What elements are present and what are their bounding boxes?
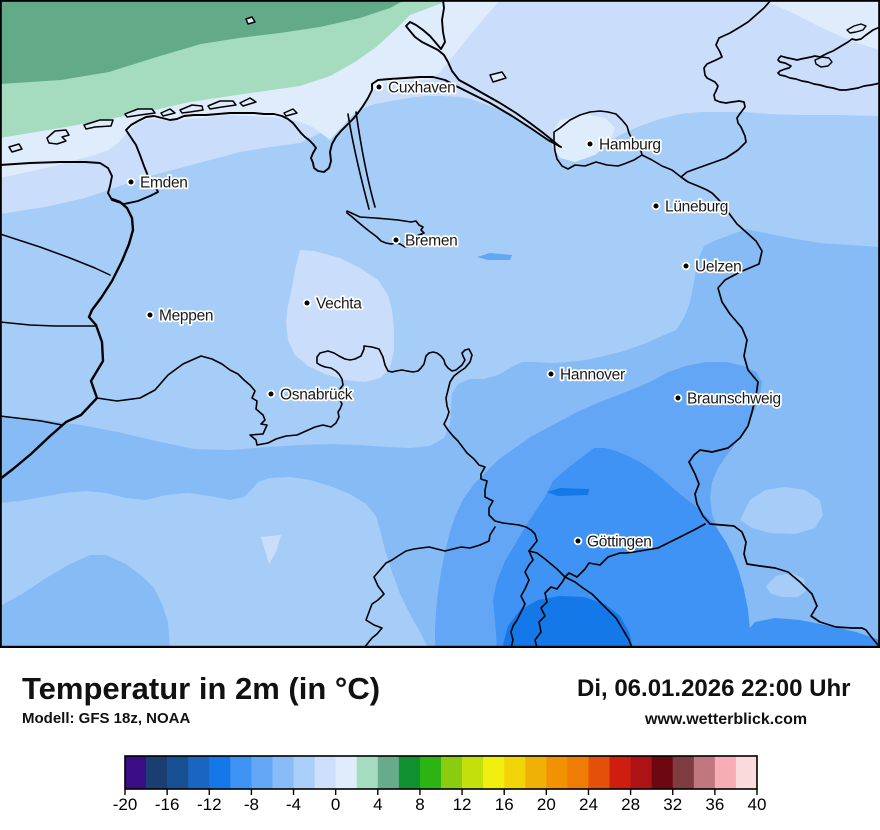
- svg-text:40: 40: [748, 795, 767, 814]
- svg-text:Cuxhaven: Cuxhaven: [388, 80, 455, 97]
- svg-text:20: 20: [537, 795, 556, 814]
- svg-text:24: 24: [579, 795, 598, 814]
- svg-text:-12: -12: [197, 795, 222, 814]
- svg-text:Braunschweig: Braunschweig: [687, 391, 781, 408]
- svg-text:Meppen: Meppen: [159, 308, 213, 325]
- svg-text:8: 8: [415, 795, 424, 814]
- svg-text:32: 32: [663, 795, 682, 814]
- svg-text:28: 28: [621, 795, 640, 814]
- svg-text:4: 4: [373, 795, 382, 814]
- svg-text:12: 12: [453, 795, 472, 814]
- svg-text:-16: -16: [155, 795, 180, 814]
- svg-text:-4: -4: [286, 795, 301, 814]
- svg-text:0: 0: [331, 795, 340, 814]
- svg-text:Lüneburg: Lüneburg: [665, 199, 728, 216]
- svg-text:16: 16: [495, 795, 514, 814]
- svg-text:Hamburg: Hamburg: [599, 137, 661, 154]
- svg-text:36: 36: [705, 795, 724, 814]
- svg-text:Bremen: Bremen: [405, 233, 457, 250]
- svg-text:-8: -8: [244, 795, 259, 814]
- svg-text:Hannover: Hannover: [560, 367, 625, 384]
- svg-text:Emden: Emden: [140, 175, 188, 192]
- svg-text:Osnabrück: Osnabrück: [280, 387, 353, 404]
- svg-text:-20: -20: [113, 795, 138, 814]
- svg-text:Vechta: Vechta: [316, 296, 362, 313]
- svg-text:Uelzen: Uelzen: [695, 259, 741, 276]
- svg-text:Göttingen: Göttingen: [587, 534, 652, 551]
